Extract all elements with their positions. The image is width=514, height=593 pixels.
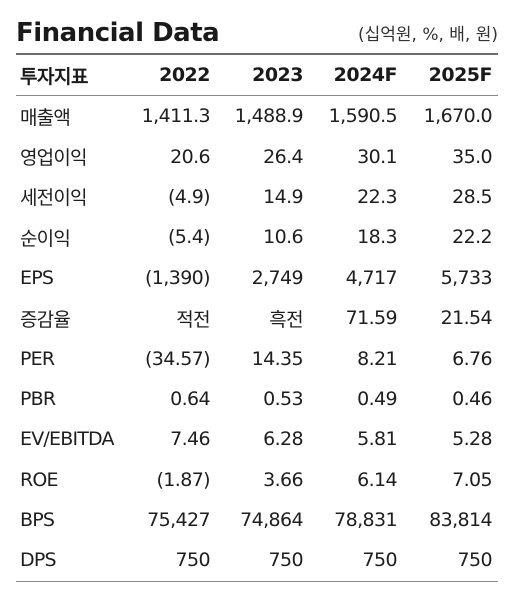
table-cell: 5.28 [452, 428, 493, 451]
header-2025f: 2025F [403, 55, 498, 96]
title-bar: Financial Data (십억원, %, 배, 원) [16, 0, 498, 55]
table-row: PER (34.57) 14.35 8.21 6.76 [16, 338, 498, 378]
table-cell: 0.46 [452, 387, 493, 410]
table-cell: 20.6 [170, 145, 211, 168]
table-cell: 0.49 [357, 387, 398, 410]
header-2022: 2022 [126, 55, 216, 96]
table-cell: 적전 [176, 308, 210, 331]
table-row: 매출액 1,411.3 1,488.9 1,590.5 1,670.0 [16, 96, 498, 137]
table-cell: 14.35 [251, 347, 304, 370]
table-row: 증감율 적전 흑전 71.59 21.54 [16, 298, 498, 338]
table-cell: 7.46 [170, 428, 211, 451]
table-row: 세전이익 (4.9) 14.9 22.3 28.5 [16, 177, 498, 217]
table-cell: 750 [403, 540, 498, 582]
financial-data-panel: Financial Data (십억원, %, 배, 원) 투자지표 2022 … [16, 0, 498, 582]
table-cell: (1,390) [144, 266, 211, 289]
row-label: 영업이익 [20, 147, 88, 170]
table-cell: 8.21 [357, 347, 398, 370]
table-cell: 35.0 [452, 145, 493, 168]
table-cell: 74,864 [240, 509, 303, 532]
table-cell: 83,814 [429, 509, 492, 532]
table-cell: 0.64 [170, 387, 211, 410]
table-row: 영업이익 20.6 26.4 30.1 35.0 [16, 136, 498, 176]
header-indicator: 투자지표 [16, 55, 126, 96]
row-label: 세전이익 [20, 187, 88, 210]
table-cell: (5.4) [167, 226, 211, 249]
table-row: BPS 75,427 74,864 78,831 83,814 [16, 500, 498, 540]
row-label: ROE [20, 468, 59, 491]
header-2023: 2023 [216, 55, 309, 96]
table-cell: 3.66 [263, 468, 304, 491]
table-cell: 26.4 [263, 145, 304, 168]
table-header-row: 투자지표 2022 2023 2024F 2025F [16, 55, 498, 96]
table-cell: 10.6 [263, 226, 304, 249]
table-cell: (1.87) [156, 468, 210, 491]
table-cell: 6.28 [263, 428, 304, 451]
table-cell: 78,831 [334, 509, 397, 532]
table-cell: 1,590.5 [328, 105, 398, 128]
row-label: PER [20, 347, 55, 370]
table-cell: 750 [309, 540, 403, 582]
table-cell: 1,488.9 [234, 105, 304, 128]
table-cell: 5,733 [440, 266, 493, 289]
financial-table: 투자지표 2022 2023 2024F 2025F 매출액 1,411.3 1… [16, 55, 498, 582]
table-cell: 18.3 [357, 226, 398, 249]
table-cell: 22.2 [452, 226, 493, 249]
table-cell: 2,749 [251, 266, 304, 289]
table-cell: 30.1 [357, 145, 398, 168]
table-row: ROE (1.87) 3.66 6.14 7.05 [16, 460, 498, 500]
table-row: 순이익 (5.4) 10.6 18.3 22.2 [16, 217, 498, 257]
row-label: EPS [20, 266, 54, 289]
table-cell: 75,427 [147, 509, 210, 532]
row-label: EV/EBITDA [20, 428, 115, 451]
table-row: EV/EBITDA 7.46 6.28 5.81 5.28 [16, 419, 498, 459]
table-cell: 750 [126, 540, 216, 582]
table-row: DPS 750 750 750 750 [16, 540, 498, 582]
table-cell: 1,411.3 [141, 105, 211, 128]
header-2024f: 2024F [309, 55, 403, 96]
table-cell: 14.9 [263, 185, 304, 208]
table-cell: 0.53 [263, 387, 304, 410]
table-cell: 750 [216, 540, 309, 582]
table-cell: 1,670.0 [423, 105, 493, 128]
table-cell: 7.05 [452, 468, 493, 491]
table-cell: 28.5 [452, 185, 493, 208]
table-cell: 흑전 [269, 308, 303, 331]
table-row: EPS (1,390) 2,749 4,717 5,733 [16, 258, 498, 298]
table-cell: 22.3 [357, 185, 398, 208]
table-cell: 4,717 [345, 266, 398, 289]
table-cell: (34.57) [144, 347, 211, 370]
page-title: Financial Data [16, 18, 220, 48]
row-label: 순이익 [20, 227, 71, 250]
unit-label: (십억원, %, 배, 원) [357, 25, 498, 45]
row-label: DPS [16, 540, 126, 582]
row-label: BPS [20, 509, 55, 532]
table-cell: (4.9) [167, 185, 211, 208]
row-label: 매출액 [20, 106, 71, 129]
table-cell: 21.54 [440, 307, 493, 330]
table-row: PBR 0.64 0.53 0.49 0.46 [16, 379, 498, 419]
table-cell: 71.59 [345, 307, 398, 330]
row-label: 증감율 [20, 308, 71, 331]
row-label: PBR [20, 387, 56, 410]
table-cell: 5.81 [357, 428, 398, 451]
table-cell: 6.14 [357, 468, 398, 491]
table-cell: 6.76 [452, 347, 493, 370]
